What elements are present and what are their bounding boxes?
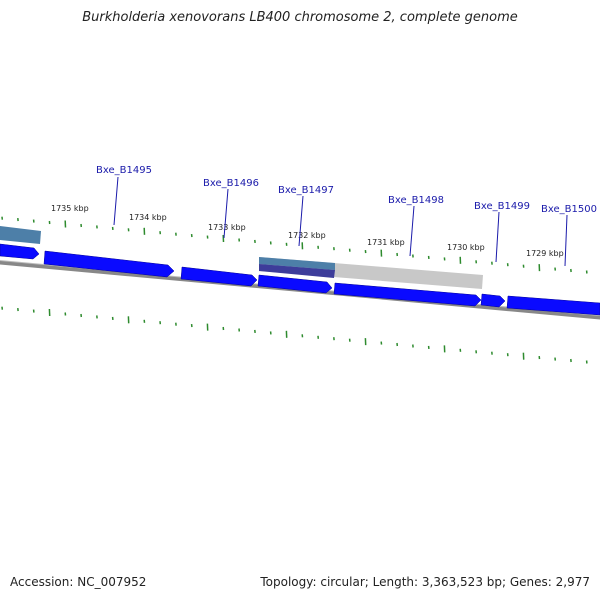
gene-label-leader xyxy=(298,195,304,247)
tick-row-outer xyxy=(1,216,588,274)
gene-label-leader xyxy=(409,205,415,257)
genome-summary: Topology: circular; Length: 3,363,523 bp… xyxy=(260,575,590,589)
feature-band-purple xyxy=(259,264,335,278)
gene-arrow[interactable] xyxy=(506,295,600,316)
feature-band-left xyxy=(0,226,41,244)
kbp-labels: 1735 kbp 1734 kbp 1733 kbp 1732 kbp 1731… xyxy=(51,204,564,258)
kbp-label: 1735 kbp xyxy=(51,204,89,213)
map-title: Burkholderia xenovorans LB400 chromosome… xyxy=(82,10,518,25)
gene-arrow[interactable] xyxy=(257,274,333,294)
gene-arrow[interactable] xyxy=(333,282,482,307)
gene-labels: Bxe_B1495 Bxe_B1496 Bxe_B1497 Bxe_B1498 … xyxy=(96,165,597,267)
kbp-label: 1734 kbp xyxy=(129,213,167,222)
gene-label-leader xyxy=(564,214,568,267)
gene-label-leader xyxy=(223,188,229,239)
gene-label[interactable]: Bxe_B1499 xyxy=(474,201,530,212)
kbp-label: 1729 kbp xyxy=(526,249,564,258)
gene-arrows xyxy=(0,243,600,316)
gene-label-leader xyxy=(495,211,500,263)
accession-value: NC_007952 xyxy=(77,575,147,589)
gene-label[interactable]: Bxe_B1495 xyxy=(96,165,152,176)
kbp-label: 1733 kbp xyxy=(208,223,246,232)
gene-arrow[interactable] xyxy=(0,243,40,260)
gene-arrow[interactable] xyxy=(480,293,506,308)
kbp-label: 1732 kbp xyxy=(288,231,326,240)
gene-arrow[interactable] xyxy=(43,250,175,278)
kbp-label: 1731 kbp xyxy=(367,238,405,247)
accession-label: Accession: xyxy=(10,575,74,589)
feature-band-blue xyxy=(259,257,335,270)
kbp-label: 1730 kbp xyxy=(447,243,485,252)
gene-label[interactable]: Bxe_B1497 xyxy=(278,185,334,196)
gene-label-leader xyxy=(113,176,119,226)
tick-row-inner xyxy=(1,306,588,364)
accession-line: Accession: NC_007952 xyxy=(10,575,146,589)
gene-label[interactable]: Bxe_B1496 xyxy=(203,178,259,189)
gene-label[interactable]: Bxe_B1500 xyxy=(541,204,597,215)
gene-arrow[interactable] xyxy=(180,266,258,287)
gene-label[interactable]: Bxe_B1498 xyxy=(388,195,444,206)
